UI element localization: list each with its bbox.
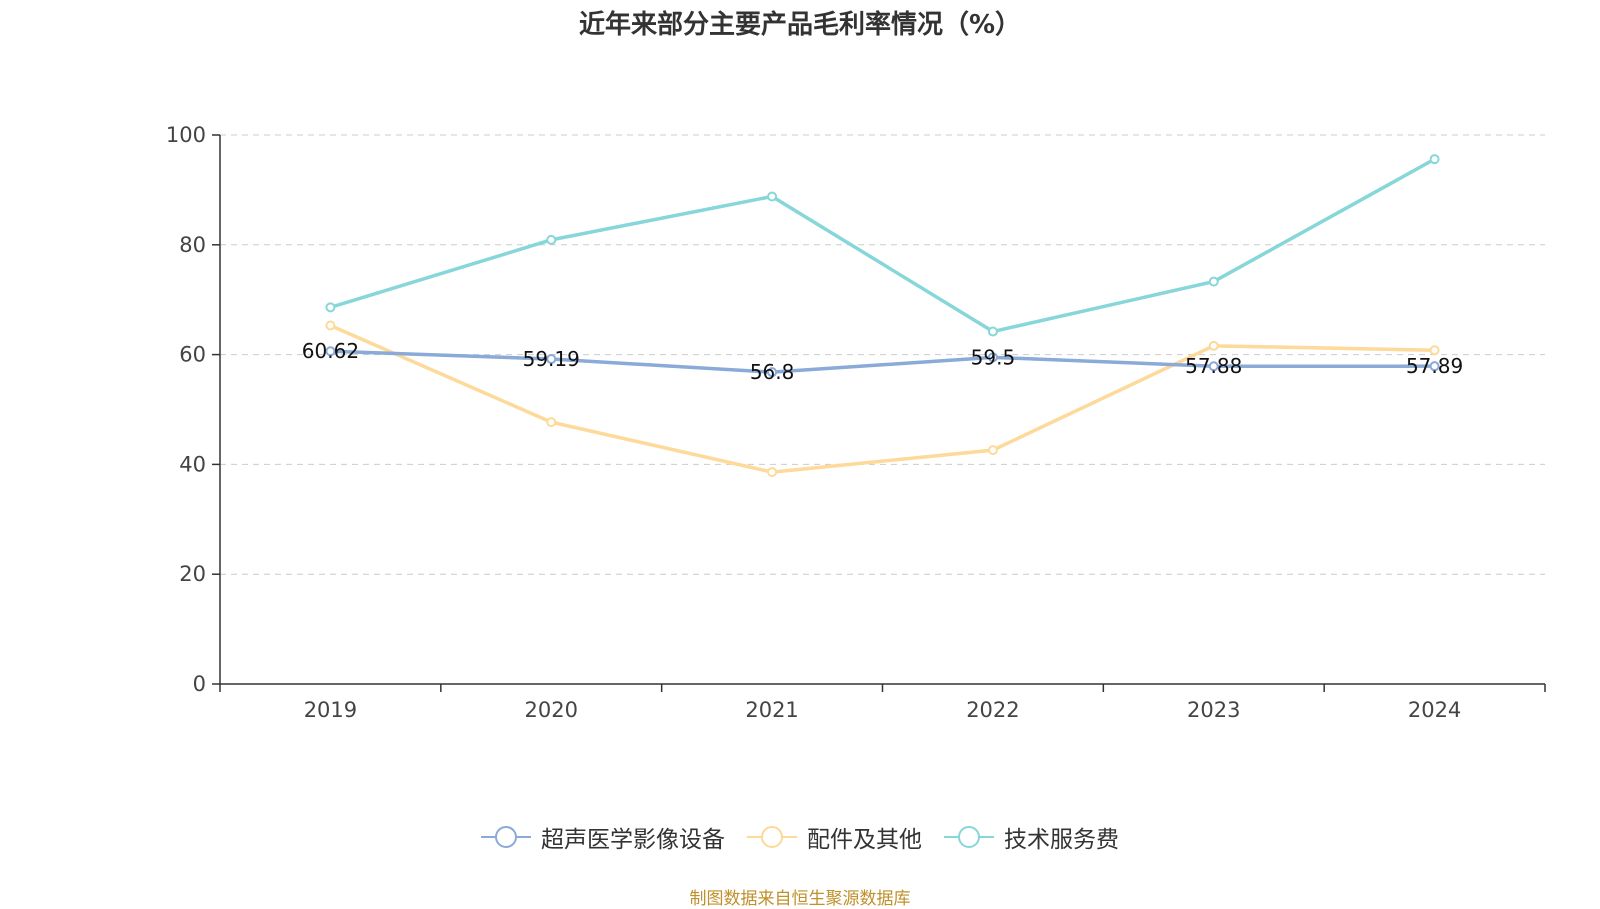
series-line-2 (329, 157, 1436, 334)
series-2-point-2021 (767, 191, 778, 202)
y-tick-label-80: 80 (179, 233, 206, 257)
series-line-1 (329, 323, 1435, 474)
series-2-point-2022 (987, 326, 998, 337)
y-tick-label-100: 100 (166, 123, 206, 147)
chart-title: 近年来部分主要产品毛利率情况（%） (578, 10, 1022, 40)
series-1-point-2019 (325, 320, 336, 331)
series-2-point-2019 (325, 302, 336, 313)
series-1-point-2024 (1429, 345, 1440, 356)
series-0-point-2024 (1429, 361, 1440, 372)
data-label-2021: 56.8 (750, 360, 795, 384)
series-0-point-2019 (325, 346, 336, 357)
x-tick-label-2023: 2023 (1187, 698, 1240, 722)
legend-label-accessories: 配件及其他 (807, 827, 922, 853)
line-chart: 0 20 40 60 80 100 2019 2020 2021 2022 2023 2024 60.… (166, 123, 1546, 722)
series-0-point-2022 (987, 352, 998, 363)
series-0-point-2021 (767, 367, 778, 378)
x-tick-label-2021: 2021 (745, 698, 798, 722)
legend-label-ultrasound: 超声医学影像设备 (541, 827, 725, 853)
legend-marker-accessories-icon (747, 826, 797, 848)
series-2-point-2023 (1208, 276, 1219, 287)
series-layer (325, 154, 1440, 478)
data-label-2024: 57.89 (1406, 354, 1463, 378)
series-line-0 (330, 349, 1435, 374)
legend-item-ultrasound[interactable]: 超声医学影像设备 (481, 820, 725, 854)
data-label-2020: 59.19 (523, 347, 580, 371)
series-1-point-2020 (546, 417, 557, 428)
y-tick-label-20: 20 (179, 562, 206, 586)
series-0-point-2023 (1208, 361, 1219, 372)
data-label-2023: 57.88 (1185, 354, 1242, 378)
legend-item-service[interactable]: 技术服务费 (944, 820, 1119, 854)
legend-marker-ultrasound-icon (481, 826, 531, 848)
x-tick-label-2022: 2022 (966, 698, 1019, 722)
series-1-point-2021 (767, 467, 778, 478)
series-2-point-2020 (546, 234, 557, 245)
y-tick-label-60: 60 (179, 343, 206, 367)
data-label-2019: 60.62 (302, 339, 359, 363)
x-tick-label-2024: 2024 (1408, 698, 1461, 722)
series-1-point-2023 (1208, 340, 1219, 351)
label-layer: 60.62 59.19 56.8 59.5 57.88 57.89 (302, 339, 1463, 384)
x-tick-label-2020: 2020 (525, 698, 578, 722)
series-0-point-2020 (546, 354, 557, 365)
legend: 超声医学影像设备 配件及其他 技术服务费 (0, 820, 1600, 854)
series-2-point-2024 (1429, 154, 1440, 165)
data-label-2022: 59.5 (971, 345, 1016, 369)
y-tick-label-40: 40 (179, 452, 206, 476)
axis-layer: 0 20 40 60 80 100 2019 2020 2021 2022 2023 2024 (166, 123, 1546, 722)
y-tick-label-0: 0 (193, 672, 206, 696)
x-tick-label-2019: 2019 (304, 698, 357, 722)
legend-item-accessories[interactable]: 配件及其他 (747, 820, 922, 854)
legend-marker-service-icon (944, 826, 994, 848)
legend-label-service: 技术服务费 (1004, 827, 1119, 853)
data-source-note: 制图数据来自恒生聚源数据库 (689, 889, 911, 909)
series-1-point-2022 (987, 445, 998, 456)
